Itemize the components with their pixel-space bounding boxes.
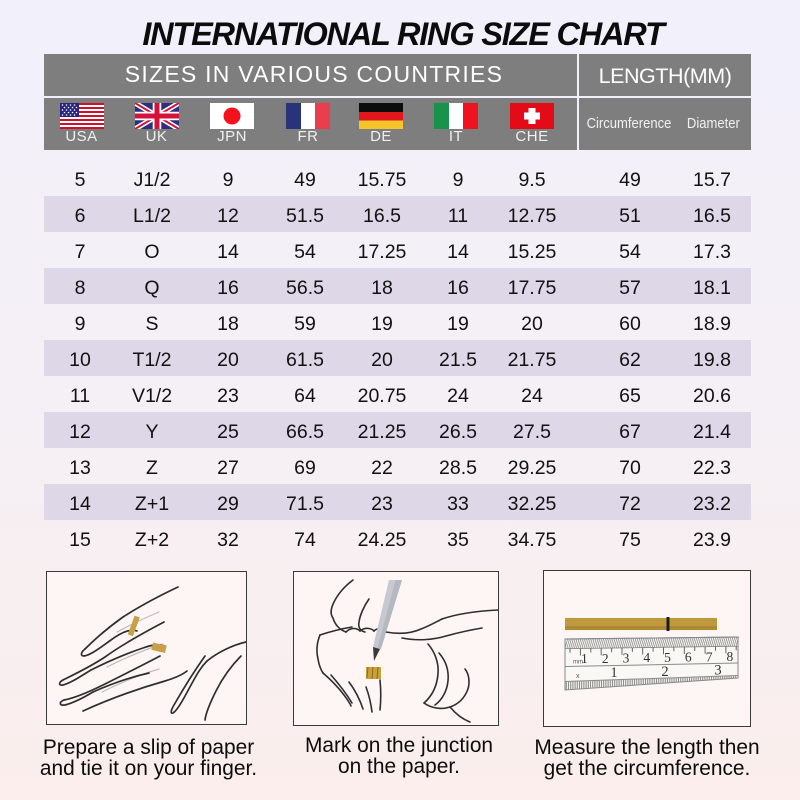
- svg-text:5: 5: [664, 650, 671, 665]
- svg-text:3: 3: [623, 651, 630, 666]
- svg-text:6: 6: [685, 650, 692, 665]
- svg-text:1: 1: [581, 651, 588, 666]
- svg-text:2: 2: [602, 651, 609, 666]
- svg-text:3: 3: [714, 663, 721, 679]
- svg-text:4: 4: [643, 650, 650, 665]
- svg-text:8: 8: [727, 649, 734, 664]
- svg-text:7: 7: [706, 649, 713, 664]
- svg-text:1: 1: [610, 665, 617, 681]
- svg-text:x: x: [576, 673, 580, 680]
- svg-text:mm: mm: [573, 660, 583, 666]
- svg-text:2: 2: [661, 664, 668, 680]
